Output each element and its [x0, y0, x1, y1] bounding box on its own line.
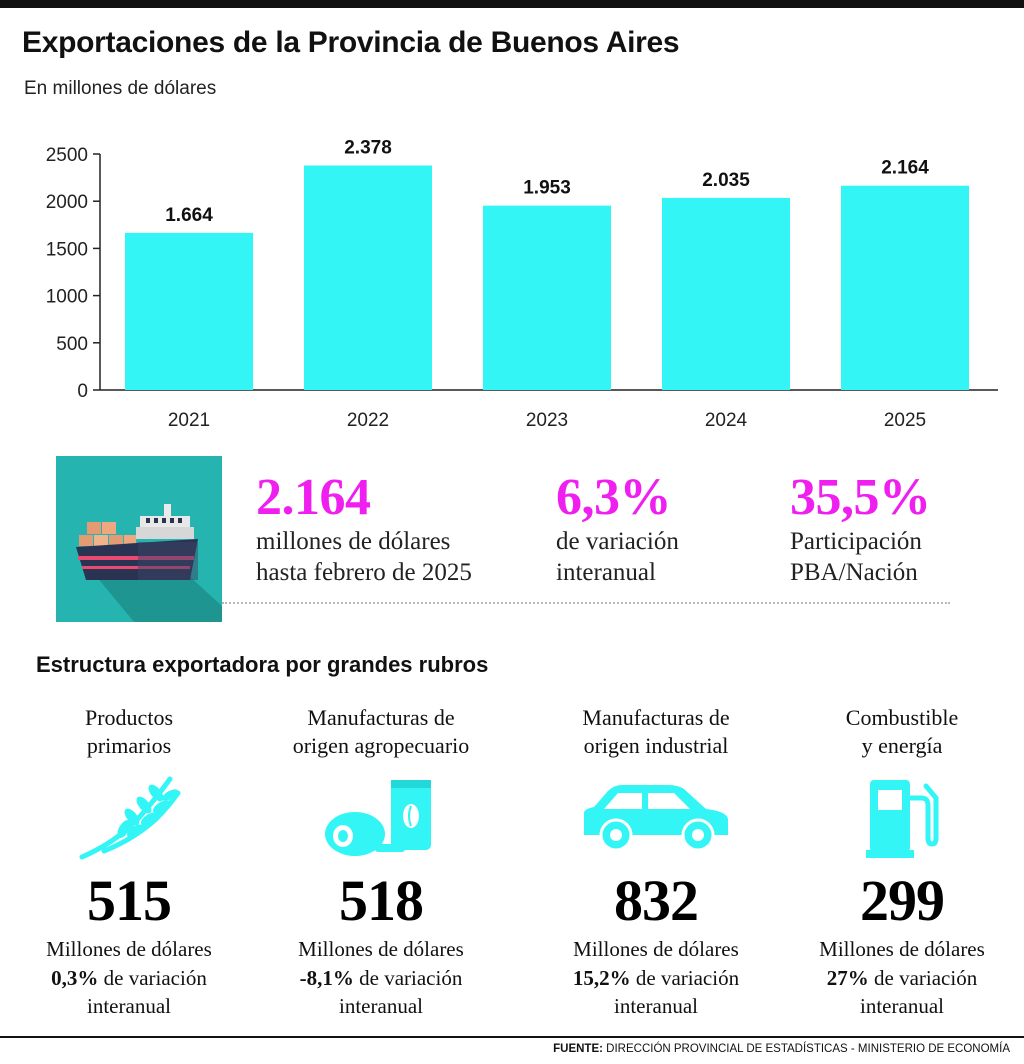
- bar-2025: [841, 185, 969, 390]
- x-tick-label: 2022: [347, 410, 389, 431]
- rubro-variation: -8,1% de variación: [266, 964, 496, 992]
- section-title: Estructura exportadora por grandes rubro…: [36, 652, 489, 677]
- rubro-variation-text: de variación: [353, 966, 463, 990]
- rubro-manufacturas-industriales: Manufacturas de origen industrial 832 Mi…: [541, 704, 771, 1020]
- stat-variation-value: 6,3%: [556, 469, 671, 526]
- source-credit: FUENTE: DIRECCIÓN PROVINCIAL DE ESTADÍST…: [553, 1043, 1010, 1055]
- bar-2024: [662, 197, 790, 390]
- source-label: FUENTE:: [553, 1043, 603, 1055]
- data-label: 2.378: [344, 138, 392, 159]
- dotted-divider: [222, 602, 950, 604]
- stat-total-exports: 2.164 millones de dólares hasta febrero …: [256, 470, 472, 588]
- data-label: 2.035: [702, 170, 750, 191]
- cargo-ship-icon: [76, 504, 222, 622]
- rubro-unit: Millones de dólares: [819, 937, 985, 961]
- data-label: 2.164: [881, 158, 929, 179]
- rubro-label: Manufacturas de origen industrial: [582, 705, 730, 758]
- rubro-variation-line2: interanual: [614, 994, 698, 1018]
- top-border: [0, 0, 1024, 8]
- rubro-variation-value: 27%: [826, 966, 869, 990]
- wheat-icon: [79, 776, 181, 860]
- chart-subtitle: En millones de dólares: [24, 78, 217, 99]
- rubro-variation-value: 15,2%: [572, 966, 631, 990]
- stat-participation-value: 35,5%: [790, 469, 931, 526]
- rubro-variation: 15,2% de variación: [541, 964, 771, 992]
- meat-and-bag-icon: [325, 780, 431, 856]
- ship-panel: [56, 456, 222, 622]
- x-tick-label: 2025: [884, 410, 926, 431]
- rubro-variation-text: de variación: [98, 966, 207, 990]
- fuel-pump-icon: [866, 780, 939, 858]
- rubro-value: 832: [614, 868, 699, 933]
- rubro-variation-value: -8,1%: [299, 966, 354, 990]
- x-tick-label: 2024: [705, 410, 748, 431]
- y-tick-label: 500: [56, 334, 88, 355]
- data-label: 1.664: [165, 205, 213, 226]
- rubro-variation: 0,3% de variación: [14, 964, 244, 992]
- rubro-unit: Millones de dólares: [298, 937, 464, 961]
- rubro-productos-primarios: Productos primarios 515 Millones de dóla…: [14, 704, 244, 1020]
- stat-participation-description: Participación PBA/Nación: [790, 528, 922, 586]
- rubro-unit: Millones de dólares: [573, 937, 739, 961]
- stat-year-variation: 6,3% de variación interanual: [556, 470, 679, 588]
- rubro-variation-text: de variación: [868, 966, 978, 990]
- rubro-variation: 27% de variación: [787, 964, 1017, 992]
- car-icon: [584, 785, 728, 852]
- y-tick-label: 2500: [46, 145, 88, 166]
- chart-title: Exportaciones de la Provincia de Buenos …: [22, 26, 680, 59]
- stat-variation-description: de variación interanual: [556, 528, 679, 586]
- stat-total-description: millones de dólares hasta febrero de 202…: [256, 528, 472, 586]
- rubro-label: Combustible y energía: [845, 705, 959, 758]
- x-tick-label: 2021: [168, 410, 210, 431]
- bar-2021: [125, 232, 253, 390]
- rubro-manufacturas-agropecuarias: Manufacturas de origen agropecuario 518 …: [266, 704, 496, 1020]
- bar-chart: 0 500 1000 1500 2000 2500 1.664 2021 2.378 2022 1.…: [46, 138, 998, 431]
- y-tick-label: 2000: [46, 192, 88, 213]
- bar-2023: [483, 205, 611, 390]
- rubro-variation-text: de variación: [630, 966, 740, 990]
- stat-total-value: 2.164: [256, 469, 371, 526]
- rubro-combustible-energia: Combustible y energía 299 Millones de dó…: [787, 704, 1017, 1020]
- rubro-value: 518: [339, 868, 424, 933]
- rubro-variation-line2: interanual: [87, 994, 171, 1018]
- rubro-value: 299: [860, 868, 945, 933]
- data-label: 1.953: [523, 178, 571, 199]
- y-tick-label: 0: [77, 381, 88, 402]
- bar-2022: [304, 165, 432, 390]
- rubro-variation-line2: interanual: [860, 994, 944, 1018]
- footer-divider: [0, 1036, 1024, 1038]
- rubro-variation-line2: interanual: [339, 994, 423, 1018]
- rubro-label: Manufacturas de origen agropecuario: [292, 705, 470, 758]
- stat-participation: 35,5% Participación PBA/Nación: [790, 470, 931, 588]
- y-tick-label: 1500: [46, 239, 88, 260]
- rubro-unit: Millones de dólares: [46, 937, 212, 961]
- rubro-variation-value: 0,3%: [51, 966, 99, 990]
- source-text: DIRECCIÓN PROVINCIAL DE ESTADÍSTICAS - M…: [602, 1043, 1010, 1055]
- x-tick-label: 2023: [526, 410, 568, 431]
- rubro-value: 515: [87, 868, 172, 933]
- rubro-label: Productos primarios: [85, 705, 173, 758]
- y-tick-label: 1000: [46, 287, 88, 308]
